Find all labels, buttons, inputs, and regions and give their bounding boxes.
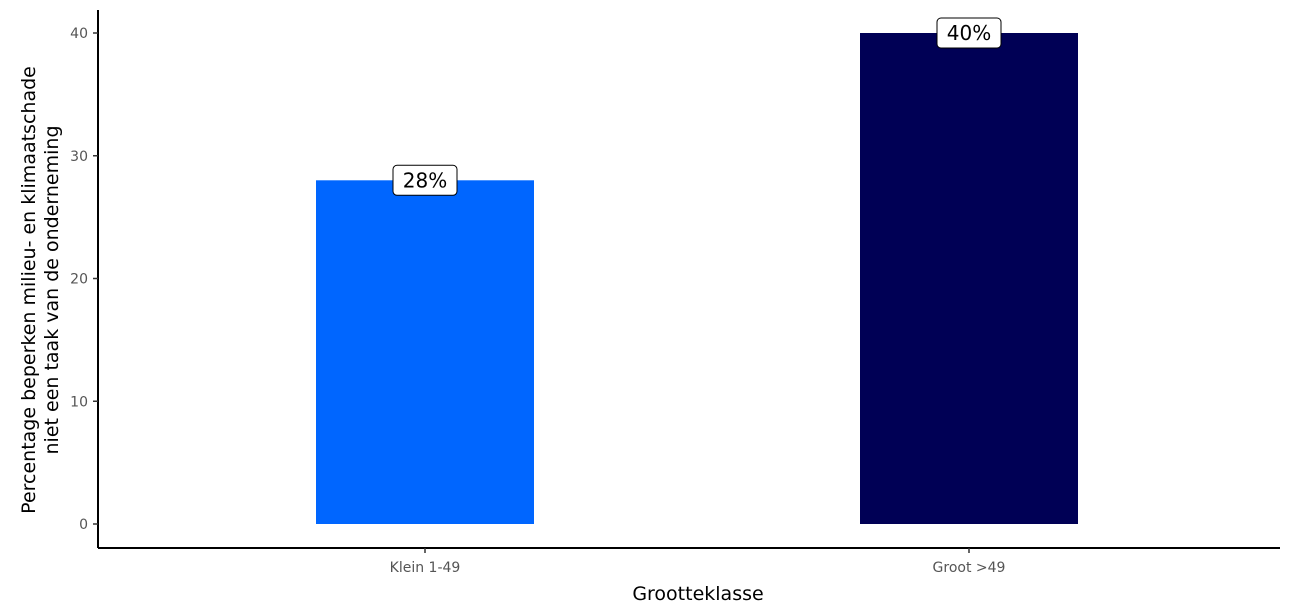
- y-axis-title-line-1: Percentage beperken milieu- en klimaatsc…: [18, 66, 40, 514]
- bar: [860, 33, 1078, 524]
- x-tick-label: Groot >49: [933, 560, 1006, 576]
- y-axis-title-line-2: niet een taak van de onderneming: [41, 125, 63, 454]
- y-tick-label: 0: [79, 517, 88, 533]
- bar: [316, 180, 534, 525]
- x-tick-label: Klein 1-49: [390, 560, 461, 576]
- x-axis-title: Grootteklasse: [632, 583, 763, 605]
- data-label: 40%: [947, 21, 991, 45]
- data-label-box: [392, 164, 458, 196]
- data-label-box: [936, 17, 1002, 49]
- data-label: 28%: [403, 168, 447, 192]
- y-axis-title: Percentage beperken milieu- en klimaatsc…: [18, 66, 63, 514]
- y-tick-label: 10: [70, 394, 88, 410]
- plot-area: 0 10 20 30 40 Klein 1-49 28% Groot >49 40%: [70, 10, 1280, 576]
- y-tick-label: 40: [70, 26, 88, 42]
- y-tick-label: 20: [70, 272, 88, 288]
- y-tick-label: 30: [70, 149, 88, 165]
